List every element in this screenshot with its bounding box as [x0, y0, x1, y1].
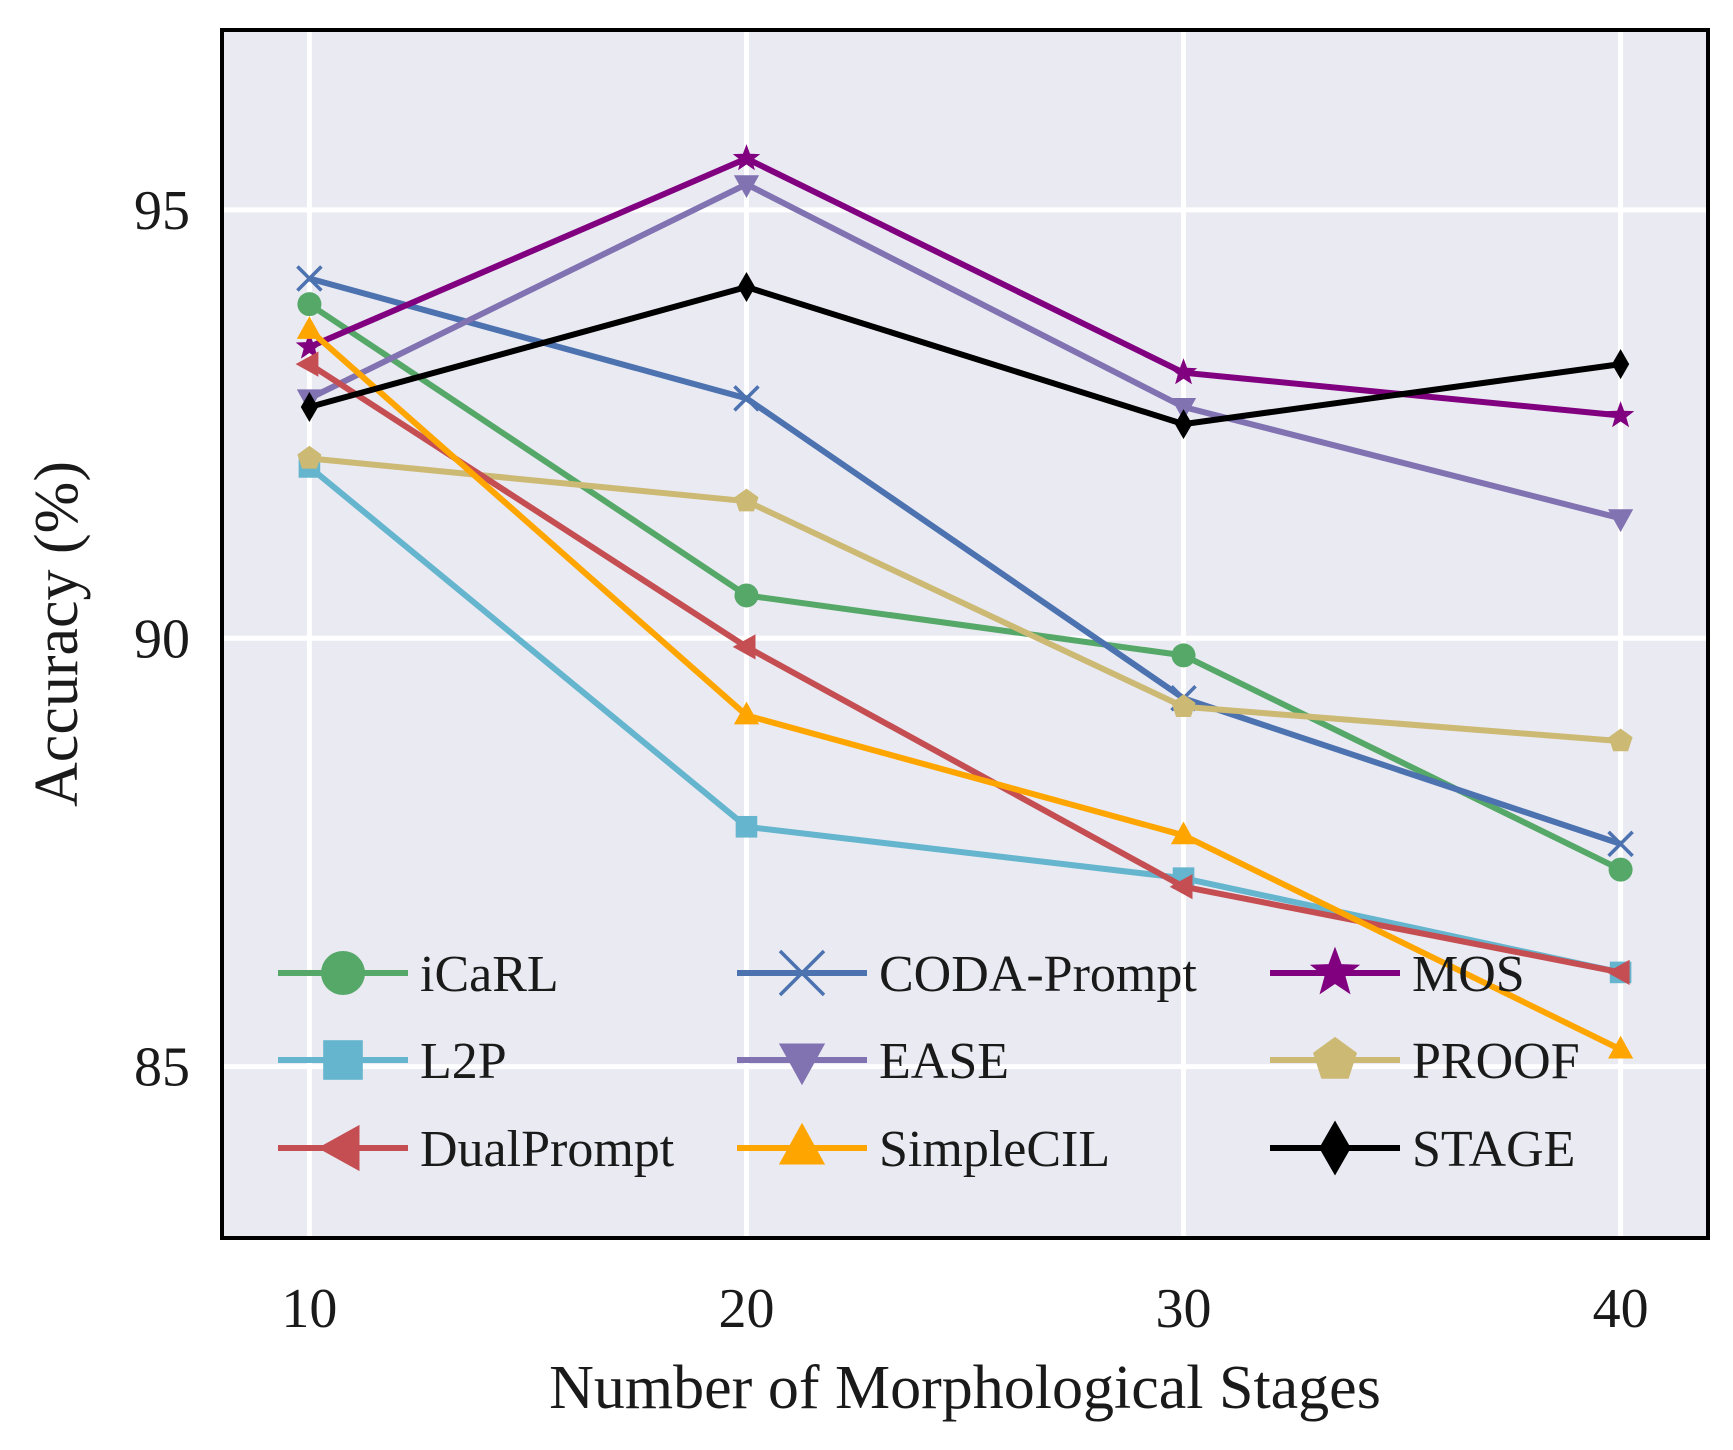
- data-point: [1608, 857, 1633, 882]
- data-point: [297, 445, 322, 469]
- legend-label: iCaRL: [420, 946, 559, 1003]
- legend-marker: [1309, 946, 1361, 995]
- y-tick-label: 90: [134, 608, 190, 670]
- data-point: [1607, 830, 1634, 858]
- series-simplecil: [296, 316, 1634, 1059]
- legend-marker: [321, 951, 365, 995]
- plot-background: [222, 30, 1708, 1238]
- series-stage: [300, 272, 1630, 440]
- series-line: [309, 455, 1621, 745]
- legend-item: L2P: [278, 1033, 507, 1090]
- legend-item: MOS: [1270, 946, 1525, 1003]
- series-dualprompt: [295, 351, 1630, 985]
- legend-label: MOS: [1412, 946, 1525, 1003]
- legend-item: PROOF: [1270, 1033, 1580, 1090]
- legend-marker: [778, 1122, 826, 1165]
- legend-marker: [778, 949, 826, 997]
- legend-marker: [1313, 1036, 1357, 1079]
- legend-item: CODA-Prompt: [737, 946, 1197, 1003]
- x-tick-label: 30: [1156, 1278, 1212, 1340]
- legend-item: EASE: [737, 1033, 1009, 1090]
- data-point: [1170, 821, 1197, 845]
- series-line: [307, 361, 1622, 976]
- legend-label: STAGE: [1412, 1121, 1575, 1178]
- legend-label: EASE: [879, 1033, 1009, 1090]
- data-point: [297, 292, 322, 317]
- data-point: [300, 392, 319, 422]
- series-icarl: [297, 292, 1633, 882]
- legend-item: DualPrompt: [278, 1121, 675, 1178]
- series-line: [308, 284, 1622, 428]
- data-point: [733, 701, 760, 725]
- legend-item: STAGE: [1270, 1120, 1575, 1178]
- series-proof: [297, 445, 1633, 752]
- data-point: [733, 385, 760, 412]
- data-point: [295, 351, 319, 377]
- legend-marker: [323, 1040, 363, 1080]
- data-point: [1608, 509, 1634, 533]
- x-axis-label: Number of Morphological Stages: [549, 1354, 1381, 1422]
- data-point: [1174, 409, 1193, 440]
- series-layer: [295, 144, 1635, 1059]
- data-point: [733, 175, 760, 198]
- data-point: [1606, 959, 1630, 985]
- data-point: [734, 488, 759, 512]
- legend-marker: [778, 1043, 826, 1086]
- data-point: [1169, 358, 1198, 385]
- legend-item: SimpleCIL: [737, 1121, 1110, 1178]
- legend-label: DualPrompt: [420, 1121, 675, 1178]
- data-point: [732, 634, 756, 660]
- data-point: [296, 265, 323, 292]
- series-line: [308, 275, 1622, 847]
- legend-label: SimpleCIL: [879, 1121, 1110, 1178]
- series-line: [308, 181, 1622, 522]
- legend-label: L2P: [420, 1033, 507, 1090]
- legend-marker: [317, 1124, 360, 1172]
- grid: [222, 30, 1708, 1238]
- data-point: [295, 332, 324, 359]
- data-point: [296, 316, 322, 339]
- data-point: [1171, 643, 1196, 668]
- legend: iCaRL CODA-Prompt MOS L2P EASE PROOF DualPromp…: [278, 946, 1580, 1178]
- data-point: [1606, 401, 1635, 428]
- data-point: [735, 815, 758, 838]
- x-tick-label: 40: [1593, 1278, 1649, 1340]
- y-tick-label: 85: [134, 1037, 190, 1099]
- tick-labels: 10 20 30 40 85 90 95: [134, 180, 1649, 1340]
- series-line: [307, 301, 1622, 873]
- legend-label: PROOF: [1412, 1033, 1580, 1090]
- data-point: [1169, 874, 1193, 900]
- data-point: [737, 272, 756, 302]
- x-tick-label: 10: [281, 1278, 337, 1340]
- plot-frame: [220, 28, 1710, 1240]
- legend-item: iCaRL: [278, 946, 559, 1003]
- data-point: [1611, 349, 1630, 380]
- data-point: [1608, 728, 1633, 752]
- y-axis-label: Accuracy (%): [23, 461, 91, 807]
- data-point: [734, 583, 759, 608]
- legend-label: CODA-Prompt: [879, 946, 1197, 1003]
- legend-marker: [1319, 1120, 1351, 1176]
- y-tick-label: 95: [134, 180, 190, 242]
- series-line: [307, 464, 1622, 976]
- series-line: [307, 327, 1622, 1053]
- data-point: [732, 144, 761, 171]
- data-point: [1171, 694, 1196, 717]
- x-tick-label: 20: [718, 1278, 774, 1340]
- data-point: [1608, 1035, 1634, 1059]
